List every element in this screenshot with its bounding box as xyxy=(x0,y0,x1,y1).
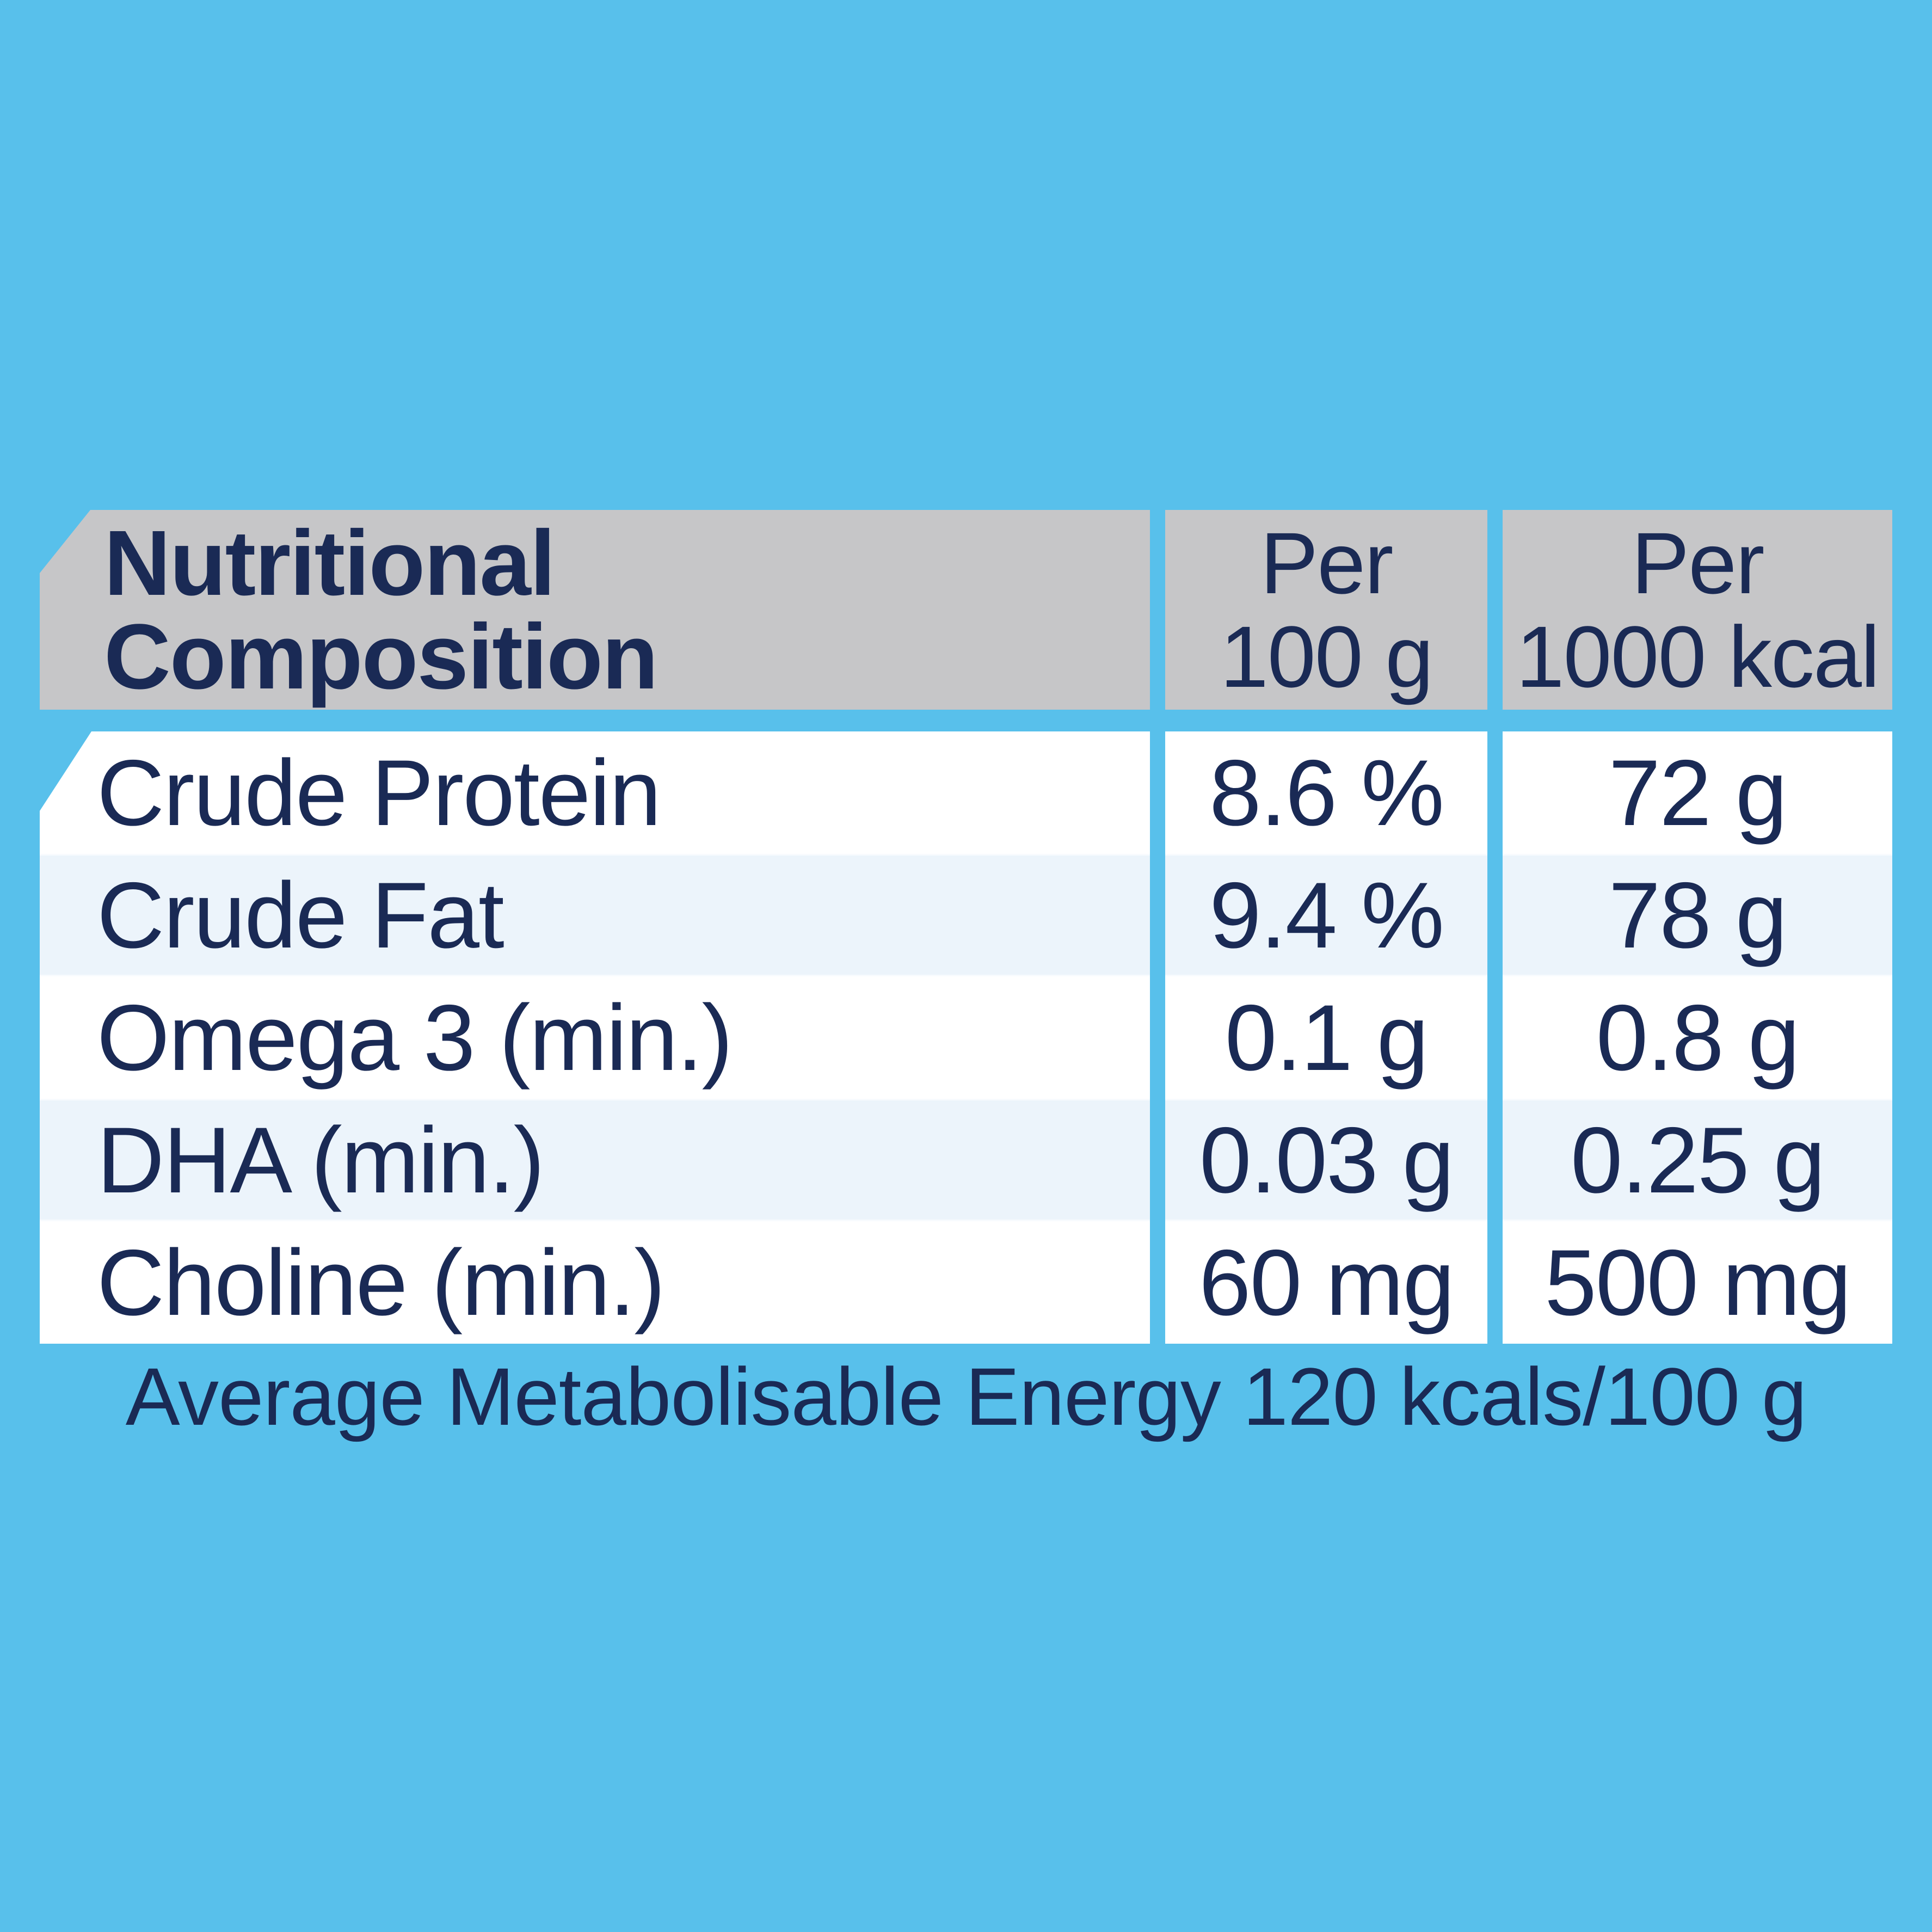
row-value-per-100g: 9.4 % xyxy=(1165,854,1487,976)
row-value-per-1000kcal: 500 mg xyxy=(1503,1221,1892,1344)
table-header-row: Nutritional Composition Per 100 g Per 10… xyxy=(40,510,1892,710)
header-title-line1: Nutritional xyxy=(104,511,556,615)
header-per-1000kcal-line2: 1000 kcal xyxy=(1516,607,1880,705)
table-row: Omega 3 (min.) 0.1 g 0.8 g xyxy=(40,976,1892,1099)
row-value-per-1000kcal: 78 g xyxy=(1503,854,1892,976)
average-metabolisable-energy-note: Average Metabolisable Energy 120 kcals/1… xyxy=(125,1351,1807,1442)
row-label: DHA (min.) xyxy=(40,1099,1150,1221)
row-label: Choline (min.) xyxy=(40,1221,1150,1344)
table-row: DHA (min.) 0.03 g 0.25 g xyxy=(40,1099,1892,1221)
header-cell-title: Nutritional Composition xyxy=(40,510,1150,710)
row-value-per-1000kcal: 0.8 g xyxy=(1503,976,1892,1099)
table-row: Choline (min.) 60 mg 500 mg xyxy=(40,1221,1892,1344)
header-per-100g-line2: 100 g xyxy=(1220,607,1433,705)
header-title-line2: Composition xyxy=(104,605,659,709)
table-row: Crude Fat 9.4 % 78 g xyxy=(40,854,1892,976)
table-row: Crude Protein 8.6 % 72 g xyxy=(40,731,1892,854)
row-value-per-1000kcal: 72 g xyxy=(1503,731,1892,854)
row-value-per-100g: 60 mg xyxy=(1165,1221,1487,1344)
row-label: Crude Protein xyxy=(40,731,1150,854)
header-per-100g-line1: Per xyxy=(1260,514,1394,612)
row-value-per-1000kcal: 0.25 g xyxy=(1503,1099,1892,1221)
row-value-per-100g: 0.1 g xyxy=(1165,976,1487,1099)
nutrition-table: Nutritional Composition Per 100 g Per 10… xyxy=(40,510,1892,1344)
header-per-1000kcal-line1: Per xyxy=(1631,514,1765,612)
header-cell-per-1000kcal: Per 1000 kcal xyxy=(1503,510,1892,710)
header-cell-per-100g: Per 100 g xyxy=(1165,510,1487,710)
row-value-per-100g: 0.03 g xyxy=(1165,1099,1487,1221)
row-label: Crude Fat xyxy=(40,854,1150,976)
row-label: Omega 3 (min.) xyxy=(40,976,1150,1099)
row-value-per-100g: 8.6 % xyxy=(1165,731,1487,854)
